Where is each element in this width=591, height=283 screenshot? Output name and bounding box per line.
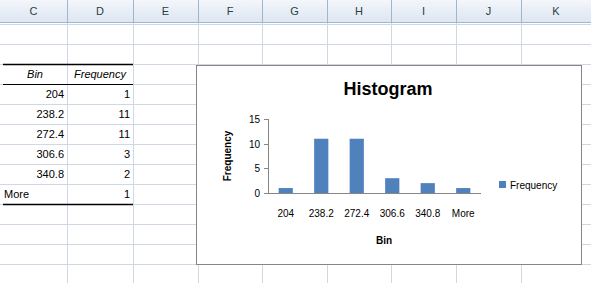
x-axis-title: Bin	[376, 235, 392, 246]
y-axis	[268, 119, 269, 193]
x-tick-label: More	[452, 208, 475, 219]
column-headers: C D E F G H I J K	[0, 0, 591, 23]
table-cell: 11	[119, 128, 130, 140]
header-border	[0, 22, 591, 23]
table-cell: 204	[46, 88, 64, 100]
column-letter: G	[290, 5, 299, 17]
x-tick-label: 238.2	[309, 208, 334, 219]
legend-swatch	[499, 181, 506, 188]
table-cell: 3	[124, 148, 130, 160]
column-letter: H	[355, 5, 363, 17]
x-tick-label: 306.6	[380, 208, 405, 219]
chart: Histogram 0 5 10 15 204 238.2 272.4 306.6 340.8 Mo…	[197, 66, 582, 265]
x-tick-label: 272.4	[344, 208, 369, 219]
row-line	[0, 24, 591, 25]
bar	[421, 183, 435, 193]
table-cell: 11	[119, 108, 130, 120]
y-tick-label: 10	[249, 139, 261, 150]
table-cell: 272.4	[36, 128, 64, 140]
column-line	[67, 22, 68, 283]
header-divider	[198, 0, 199, 22]
header-divider	[327, 0, 328, 22]
x-tick-label: 204	[277, 208, 294, 219]
bar	[314, 139, 328, 193]
table-cell: 1	[124, 88, 130, 100]
table-header: Bin	[27, 68, 43, 80]
table-cell: 2	[124, 168, 130, 180]
y-tick-label: 15	[249, 114, 261, 125]
bar	[385, 178, 399, 193]
table: Bin Frequency 204 1 238.2 11 272.4 11 306.6 3 340.…	[3, 65, 133, 205]
column-line	[133, 22, 134, 283]
sheet-grid	[0, 22, 591, 283]
table-cell: 1	[124, 188, 130, 200]
header-divider	[391, 0, 392, 22]
column-letter: J	[486, 5, 492, 17]
column-letter: D	[96, 5, 104, 17]
column-letter: K	[552, 5, 560, 17]
row-line	[0, 44, 591, 45]
column-letter: C	[30, 5, 38, 17]
y-tick	[264, 193, 268, 194]
y-axis-title: Frequency	[222, 130, 233, 181]
column-letter: I	[422, 5, 425, 17]
header-divider	[133, 0, 134, 22]
x-tick-label: 340.8	[415, 208, 440, 219]
y-tick-label: 5	[254, 163, 260, 174]
y-tick	[264, 144, 268, 145]
header-divider	[521, 0, 522, 22]
column-letter: F	[227, 5, 234, 17]
row-line	[0, 64, 591, 65]
y-tick-label: 0	[254, 188, 260, 199]
header-divider	[456, 0, 457, 22]
x-axis	[268, 193, 481, 194]
chart-title: Histogram	[343, 79, 432, 99]
bar	[350, 139, 364, 193]
table-header: Frequency	[74, 68, 127, 80]
screen: C D E F G H I J K Bin Frequency 204 1 238.2 11 272.4 11 3…	[0, 0, 591, 283]
table-mid-rule	[3, 84, 133, 85]
table-cell: 306.6	[36, 148, 64, 160]
header-divider	[67, 0, 68, 22]
legend-label: Frequency	[510, 180, 557, 191]
header-divider	[262, 0, 263, 22]
chart-area	[197, 66, 582, 265]
legend: Frequency	[499, 180, 557, 191]
table-cell: More	[4, 188, 29, 200]
table-cell: 340.8	[36, 168, 64, 180]
y-tick	[264, 119, 268, 120]
bars	[279, 139, 471, 193]
bar	[456, 188, 470, 193]
header-band	[0, 0, 591, 22]
table-top-rule	[3, 64, 133, 66]
table-cell: 238.2	[36, 108, 64, 120]
table-bottom-rule	[3, 204, 133, 206]
column-letter: E	[162, 5, 169, 17]
bar	[279, 188, 293, 193]
y-tick	[264, 168, 268, 169]
